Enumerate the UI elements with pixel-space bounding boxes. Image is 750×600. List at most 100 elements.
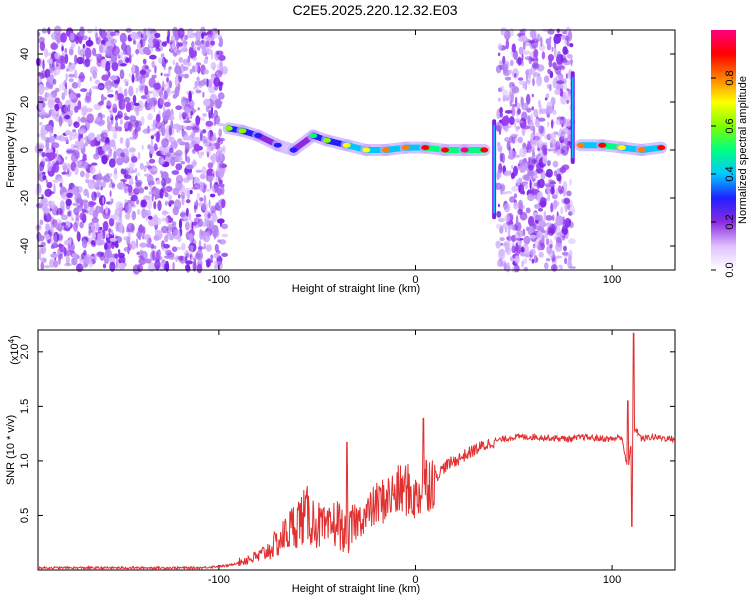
noise-blob (531, 258, 535, 264)
noise-blob (205, 120, 214, 127)
noise-blob (188, 90, 192, 102)
noise-blob (185, 221, 190, 231)
noise-blob (189, 68, 193, 75)
noise-blob (88, 208, 94, 216)
noise-blob (118, 210, 122, 222)
noise-blob (531, 93, 534, 98)
noise-blob (534, 118, 540, 128)
noise-blob (139, 74, 146, 85)
noise-blob (563, 197, 571, 205)
noise-blob (164, 235, 169, 243)
noise-blob (87, 132, 96, 141)
noise-blob (84, 47, 92, 59)
noise-blob (553, 199, 558, 210)
noise-blob (195, 89, 202, 94)
noise-blob (517, 77, 524, 81)
noise-blob (533, 48, 539, 58)
noise-blob (66, 192, 73, 198)
noise-blob (538, 99, 541, 108)
noise-blob (209, 193, 216, 198)
noise-blob (206, 175, 214, 182)
noise-blob (220, 186, 225, 195)
noise-blob (124, 115, 130, 121)
noise-blob (216, 50, 224, 56)
noise-blob (550, 202, 554, 213)
noise-blob (189, 100, 195, 108)
noise-blob (74, 223, 78, 228)
noise-blob (217, 123, 225, 127)
noise-blob (119, 119, 123, 125)
noise-blob (511, 165, 514, 170)
noise-blob (104, 248, 112, 259)
noise-blob (80, 130, 85, 135)
noise-blob (80, 88, 88, 92)
noise-blob (519, 35, 528, 42)
noise-blob (538, 251, 544, 258)
noise-blob (197, 107, 200, 111)
noise-blob (82, 44, 86, 49)
noise-blob (109, 190, 112, 198)
noise-blob (195, 30, 202, 42)
noise-blob (500, 242, 503, 246)
noise-blob (153, 82, 161, 90)
noise-blob (499, 237, 505, 242)
noise-blob (199, 197, 204, 202)
noise-blob (61, 45, 64, 52)
noise-blob (213, 115, 221, 125)
noise-blob (217, 92, 225, 100)
noise-blob (195, 214, 202, 218)
noise-blob (51, 32, 58, 40)
noise-blob (528, 216, 535, 227)
ridge-point (421, 145, 430, 151)
noise-blob (518, 239, 522, 246)
frequency-ridge-layer (222, 71, 668, 220)
noise-blob (125, 101, 132, 113)
noise-blob (163, 83, 170, 87)
noise-blob (131, 156, 138, 163)
noise-blob (529, 234, 537, 239)
noise-blob (61, 214, 68, 221)
noise-blob (125, 137, 130, 149)
noise-blob (528, 76, 531, 84)
noise-blob (181, 130, 186, 136)
noise-blob (556, 28, 560, 33)
noise-blob (188, 232, 194, 242)
noise-blob (108, 183, 112, 188)
noise-blob (55, 160, 59, 166)
noise-blob (70, 131, 78, 137)
noise-blob (60, 55, 66, 67)
noise-blob (133, 40, 137, 45)
noise-blob (179, 111, 182, 121)
noise-blob (47, 161, 52, 172)
noise-blob (120, 152, 125, 158)
ridge-point (381, 147, 390, 153)
noise-blob (516, 120, 524, 124)
noise-blob (176, 128, 181, 133)
noise-blob (52, 179, 60, 183)
noise-blob (142, 58, 147, 65)
noise-blob (203, 98, 211, 107)
noise-blob (79, 212, 86, 221)
noise-blob (538, 125, 544, 134)
noise-blob (496, 210, 502, 218)
noise-blob (160, 157, 165, 165)
noise-blob (97, 192, 102, 199)
noise-blob (569, 43, 574, 48)
noise-blob (49, 258, 55, 268)
noise-blob (61, 105, 67, 115)
noise-blob (47, 152, 56, 161)
noise-blob (59, 220, 62, 229)
noise-blob (502, 55, 506, 65)
noise-blob (163, 61, 167, 71)
noise-blob (45, 209, 48, 216)
noise-blob (75, 160, 83, 166)
noise-blob (542, 155, 548, 165)
noise-blob (117, 110, 123, 119)
noise-blob (186, 62, 192, 67)
ridge-point (273, 142, 282, 148)
noise-blob (497, 203, 500, 208)
noise-blob (108, 228, 112, 233)
noise-blob (177, 138, 183, 144)
noise-blob (90, 162, 98, 166)
noise-blob (536, 214, 543, 222)
